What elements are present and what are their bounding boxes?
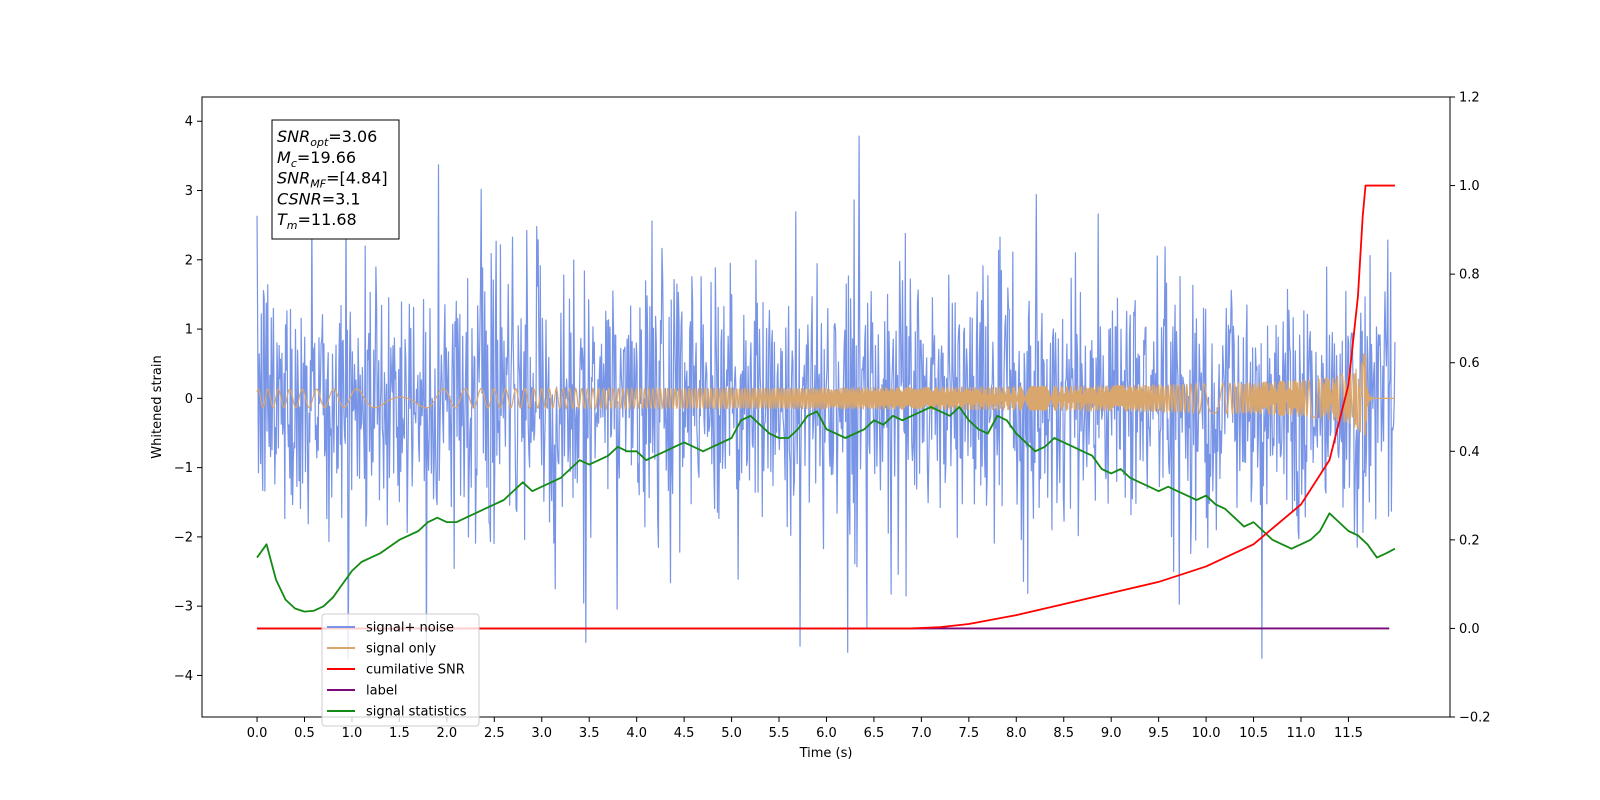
annotation-frame xyxy=(271,119,400,240)
x-axis: 0.0 0.5 1.0 1.5 2.0 2.5 3.0 3.5 4.0 4.5 5.0 5.5 6.0 6… xyxy=(247,717,1363,741)
x-tick-label: 5.5 xyxy=(769,726,790,741)
x-tick-label: 8.5 xyxy=(1053,726,1074,741)
x-tick-label: 9.5 xyxy=(1148,726,1169,741)
x-tick-label: 2.5 xyxy=(484,726,505,741)
y-axis-left: −4 −3 −2 −1 0 1 2 3 4 xyxy=(174,115,202,684)
x-tick-label: 2.0 xyxy=(437,726,458,741)
x-tick-label: 0.0 xyxy=(247,726,268,741)
x-tick-label: 6.0 xyxy=(816,726,837,741)
x-tick-label: 5.0 xyxy=(721,726,742,741)
legend-entry: signal only xyxy=(366,642,436,657)
annotation-line: Mc=19.66 xyxy=(277,148,356,170)
annotation-line: SNRMF=[4.84] xyxy=(277,169,388,191)
legend-entry: signal+ noise xyxy=(366,621,454,636)
x-tick-label: 1.0 xyxy=(342,726,363,741)
x-tick-label: 1.5 xyxy=(389,726,410,741)
y2-tick-label: 1.0 xyxy=(1459,179,1480,194)
y2-tick-label: 0.8 xyxy=(1459,268,1480,283)
y-axis-right: −0.2 0.0 0.2 0.4 0.6 0.8 1.0 1.2 xyxy=(1450,91,1491,726)
x-tick-label: 8.0 xyxy=(1006,726,1027,741)
series-cumulative-snr xyxy=(257,184,1395,630)
x-tick-label: 11.0 xyxy=(1287,726,1316,741)
x-tick-label: 7.5 xyxy=(958,726,979,741)
x-tick-label: 10.5 xyxy=(1239,726,1268,741)
legend-entry: signal statistics xyxy=(366,705,467,720)
y2-tick-label: 0.2 xyxy=(1459,533,1480,548)
legend: signal+ noise signal only cumilative SNR la… xyxy=(321,613,480,727)
x-tick-label: 6.5 xyxy=(864,726,885,741)
y-tick-label: −4 xyxy=(174,669,193,684)
y2-tick-label: 1.2 xyxy=(1459,91,1480,106)
annotation-line: CSNR=3.1 xyxy=(277,189,361,208)
x-tick-label: 7.0 xyxy=(911,726,932,741)
series-signal-statistics xyxy=(256,406,1396,613)
x-tick-label: 11.5 xyxy=(1334,726,1363,741)
y-tick-label: 2 xyxy=(185,253,193,268)
y-tick-label: 3 xyxy=(185,184,193,199)
y-tick-label: 1 xyxy=(185,323,193,338)
y-axis-label: Whitened strain xyxy=(150,355,165,458)
y2-tick-label: 0.6 xyxy=(1459,356,1480,371)
x-tick-label: 3.5 xyxy=(579,726,600,741)
legend-entry: cumilative SNR xyxy=(366,663,465,678)
x-tick-label: 9.0 xyxy=(1101,726,1122,741)
y-tick-label: −3 xyxy=(174,600,193,615)
y2-tick-label: −0.2 xyxy=(1459,711,1491,726)
y-tick-label: 4 xyxy=(185,115,193,130)
x-tick-label: 0.5 xyxy=(294,726,315,741)
series-signal-only xyxy=(256,353,1395,437)
annotation-line: Tm=11.68 xyxy=(277,210,357,232)
y2-tick-label: 0.4 xyxy=(1459,445,1480,460)
x-tick-label: 10.0 xyxy=(1192,726,1221,741)
y-tick-label: 0 xyxy=(185,392,193,407)
legend-entry: label xyxy=(366,684,397,699)
legend-frame xyxy=(321,613,480,727)
x-axis-label: Time (s) xyxy=(799,746,853,761)
annotation-line: SNRopt=3.06 xyxy=(277,127,377,149)
x-tick-label: 4.0 xyxy=(626,726,647,741)
y-tick-label: −1 xyxy=(174,461,193,476)
x-tick-label: 4.5 xyxy=(674,726,695,741)
x-tick-label: 3.0 xyxy=(531,726,552,741)
y-tick-label: −2 xyxy=(174,530,193,545)
y2-tick-label: 0.0 xyxy=(1459,622,1480,637)
